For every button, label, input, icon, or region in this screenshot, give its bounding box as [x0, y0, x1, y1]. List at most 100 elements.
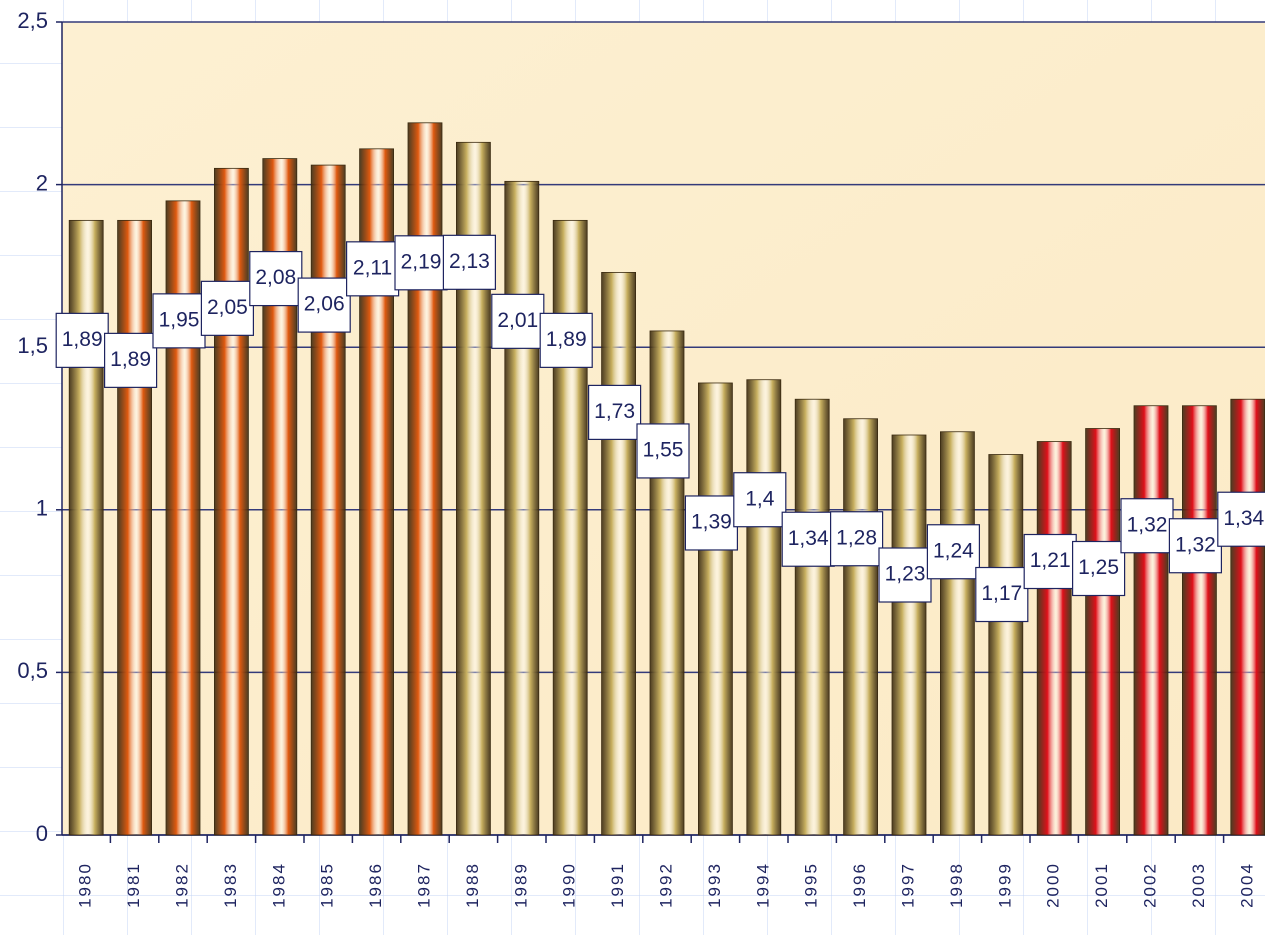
bar [843, 418, 878, 836]
value-label: 2,11 [353, 256, 392, 279]
value-label-box [975, 566, 1029, 623]
value-label-box [733, 472, 787, 528]
bar [504, 180, 540, 836]
value-label-box [539, 312, 593, 368]
bar [552, 219, 588, 836]
value-label-box [829, 511, 884, 567]
value-label: 2,19 [401, 250, 442, 273]
value-labels: 1,89 1,89 1,95 2,05 2,08 2,06 2,11 2,19 2,13 2,01… [55, 234, 1265, 623]
bar [649, 330, 685, 836]
bar [1182, 405, 1217, 836]
x-tick-label: 1986 [366, 862, 385, 908]
value-label: 1,23 [885, 563, 926, 586]
value-label-box [1217, 491, 1265, 547]
value-label-box [1168, 518, 1223, 574]
value-label-box [587, 384, 642, 441]
value-label: 1,55 [643, 438, 684, 461]
bar [698, 382, 733, 836]
value-label-box [636, 423, 690, 479]
bar [407, 122, 443, 836]
value-label-box [442, 234, 496, 290]
value-label: 1,24 [933, 539, 974, 562]
value-label: 1,21 [1030, 549, 1071, 572]
x-tick-label: 2001 [1092, 862, 1111, 908]
y-tick-label: 0,5 [17, 658, 48, 683]
value-label: 1,95 [159, 308, 200, 331]
x-tick-label: 1996 [850, 862, 869, 908]
bar [891, 434, 927, 836]
x-tick-label: 2002 [1140, 862, 1159, 908]
x-tick-label: 1991 [608, 862, 627, 908]
value-label: 1,25 [1078, 556, 1119, 579]
y-tick-label: 2 [36, 170, 48, 195]
bar [1085, 428, 1120, 836]
bar [988, 454, 1024, 836]
x-tick-label: 1995 [802, 862, 821, 908]
x-tick-label: 1999 [995, 862, 1014, 908]
value-label-box [346, 241, 400, 297]
x-tick-label: 2000 [1044, 862, 1063, 908]
value-label: 1,32 [1127, 513, 1168, 536]
bar [794, 398, 830, 836]
x-tick-label: 1992 [656, 862, 675, 908]
value-label: 1,32 [1175, 533, 1216, 556]
value-label: 2,01 [497, 309, 538, 332]
value-label-box [297, 277, 351, 333]
bar [940, 431, 975, 836]
x-tick-label: 1983 [221, 862, 240, 908]
value-label: 1,89 [110, 348, 151, 371]
y-tick-label: 0 [36, 821, 48, 846]
value-label: 1,39 [691, 511, 732, 534]
x-tick-label: 1987 [414, 862, 433, 908]
value-label: 1,28 [836, 526, 877, 549]
bar [1230, 398, 1265, 836]
x-tick-label: 1990 [560, 862, 579, 908]
value-label: 1,17 [981, 582, 1022, 605]
y-tick-label: 1,5 [17, 333, 48, 358]
value-label-box [926, 524, 981, 580]
value-label-box [684, 495, 739, 551]
x-tick-label: 1981 [124, 862, 143, 908]
value-label: 1,34 [1223, 507, 1264, 530]
value-label-box [491, 293, 545, 349]
value-label-box [878, 547, 932, 603]
value-label: 1,89 [546, 328, 587, 351]
x-tick-label: 1998 [947, 862, 966, 908]
bar [117, 219, 152, 836]
value-label-box [394, 235, 448, 291]
x-tick-label: 1997 [898, 862, 917, 908]
value-label-box [103, 332, 158, 388]
x-tick-label: 1982 [172, 862, 191, 908]
bar [213, 167, 249, 836]
value-label-box [200, 280, 254, 336]
x-tick-label: 1988 [463, 862, 482, 908]
y-tick-label: 2,5 [17, 8, 48, 33]
value-label-box [1071, 540, 1126, 597]
x-tick-label: 1993 [705, 862, 724, 908]
value-label: 1,73 [594, 400, 635, 423]
value-label: 1,4 [745, 487, 775, 510]
value-label-box [781, 511, 835, 567]
value-label: 2,13 [449, 250, 490, 273]
y-tick-label: 1 [36, 496, 48, 521]
value-label: 2,08 [255, 266, 296, 289]
bar [746, 379, 782, 836]
bar [1133, 405, 1169, 836]
x-tick-label: 1989 [511, 862, 530, 908]
value-label-box [1023, 533, 1077, 590]
bar [310, 164, 346, 836]
x-tick-label: 2003 [1189, 862, 1208, 908]
x-tick-label: 2004 [1237, 862, 1256, 908]
x-tick-label: 1994 [753, 862, 772, 908]
bar [601, 272, 636, 836]
value-label: 1,89 [62, 328, 103, 351]
bar [1036, 441, 1072, 836]
x-tick-label: 1984 [269, 862, 288, 908]
bar [68, 219, 104, 836]
value-label: 2,06 [304, 293, 345, 316]
value-label: 2,05 [207, 296, 248, 319]
value-label: 1,34 [788, 527, 829, 550]
x-tick-label: 1985 [318, 862, 337, 908]
x-tick-label: 1980 [76, 862, 95, 908]
